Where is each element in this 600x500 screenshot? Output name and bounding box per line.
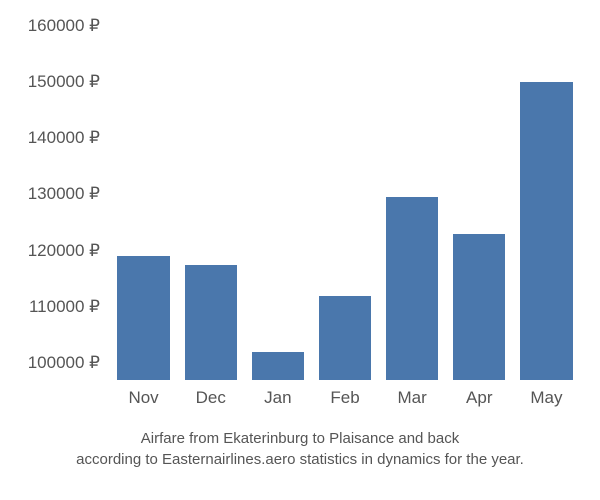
bar [117, 256, 169, 380]
chart-caption: Airfare from Ekaterinburg to Plaisance a… [0, 428, 600, 470]
bar [319, 296, 371, 380]
x-tick-label: Jan [264, 388, 291, 408]
y-tick-label: 150000 ₽ [28, 72, 100, 92]
caption-line-2: according to Easternairlines.aero statis… [0, 449, 600, 470]
y-tick-label: 130000 ₽ [28, 184, 100, 204]
y-tick-label: 160000 ₽ [28, 16, 100, 36]
bar [252, 352, 304, 380]
bar [185, 265, 237, 380]
y-tick-label: 110000 ₽ [29, 297, 100, 317]
bar [386, 197, 438, 380]
y-tick-label: 100000 ₽ [28, 353, 100, 373]
x-tick-label: Dec [196, 388, 226, 408]
airfare-bar-chart: 100000 ₽ 110000 ₽ 120000 ₽ 130000 ₽ 140000 ₽… [0, 0, 600, 420]
y-tick-label: 140000 ₽ [28, 128, 100, 148]
plot-area [110, 20, 580, 380]
x-tick-label: Mar [398, 388, 427, 408]
x-tick-label: Feb [330, 388, 359, 408]
caption-line-1: Airfare from Ekaterinburg to Plaisance a… [0, 428, 600, 449]
bar [453, 234, 505, 380]
x-tick-label: Nov [128, 388, 158, 408]
x-tick-label: May [530, 388, 562, 408]
y-tick-label: 120000 ₽ [28, 241, 100, 261]
bar [520, 82, 572, 380]
x-tick-label: Apr [466, 388, 492, 408]
